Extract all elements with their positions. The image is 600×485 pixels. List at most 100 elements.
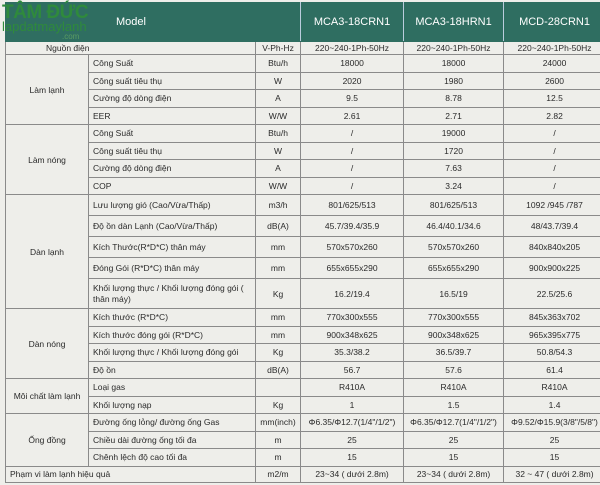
value-cell: 18000 <box>403 54 505 73</box>
value-cell: 1 <box>300 395 405 414</box>
value-cell: 2.82 <box>503 106 600 125</box>
item-label: Kích thước đóng gói (R*D*C) <box>88 325 256 344</box>
value-cell: / <box>503 141 600 160</box>
value-cell: 36.5/39.7 <box>403 343 505 362</box>
value-cell: 61.4 <box>503 360 600 379</box>
table-row: Phạm vi làm lạnh hiệu quả m2/m 23~34 ( dướ… <box>5 465 600 483</box>
unit-cell: Btu/h <box>254 54 302 73</box>
item-label: Công Suất <box>88 124 256 143</box>
value-cell: 220~240-1Ph-50Hz <box>300 41 405 55</box>
value-cell: 25 <box>503 430 600 449</box>
value-cell: 19000 <box>403 124 505 143</box>
value-cell: / <box>300 141 405 160</box>
value-cell: 8.78 <box>403 89 505 108</box>
table-row: Khối lượng thực / Khối lượng đóng gói Kg 3… <box>6 343 600 362</box>
unit-cell: mm <box>254 325 302 344</box>
unit-cell: W/W <box>254 106 302 125</box>
table-row: Kích thước đóng gói (R*D*C) mm 900x348x625… <box>6 325 600 344</box>
item-label: Khối lượng thực / Khối lượng đóng gói ( … <box>88 278 256 309</box>
value-cell: 900x348x625 <box>403 325 505 344</box>
unit-cell: mm(inch) <box>254 413 302 432</box>
value-cell: 1980 <box>403 71 505 90</box>
item-label: Khối lượng nạp <box>88 395 256 414</box>
value-cell: 2600 <box>503 71 600 90</box>
value-cell: / <box>503 159 600 178</box>
table-row: Khối lượng thực / Khối lượng đóng gói ( … <box>6 278 600 309</box>
value-cell: 15 <box>300 448 405 467</box>
value-cell: 56.7 <box>300 360 405 379</box>
unit-cell: m2/m <box>254 465 302 483</box>
value-cell: 801/625/513 <box>300 194 405 216</box>
row-label: Phạm vi làm lạnh hiệu quả <box>5 465 256 483</box>
value-cell: 15 <box>503 448 600 467</box>
table-row: Ống đồng Đường ống lỏng/ đường ống Gas mm(… <box>5 413 600 467</box>
table-row: Dàn nóng Kích thước (R*D*C) mm 770x300x555 7… <box>5 308 600 379</box>
table-row: Kích Thước(R*D*C) thân máy mm 570x570x260 5… <box>6 236 600 258</box>
header-row: Model MCA3-18CRN1 MCA3-18HRN1 MCD-28CRN1 <box>4 2 600 42</box>
unit-cell: m3/h <box>254 194 302 216</box>
value-cell: 220~240-1Ph-50Hz <box>503 41 600 55</box>
logo: TÂM ĐỨC lapdatmaylanh .com <box>2 2 89 41</box>
unit-cell: dB(A) <box>254 360 302 379</box>
unit-cell: W <box>254 71 302 90</box>
value-cell: 24000 <box>503 54 600 73</box>
value-cell: 50.8/54.3 <box>503 343 600 362</box>
table-row: Dàn lạnh Lưu lượng gió (Cao/Vừa/Thấp) m3/h… <box>5 194 600 309</box>
value-cell: 22.5/25.6 <box>503 278 600 309</box>
item-label: Kích thước (R*D*C) <box>88 308 256 327</box>
table-row: Chênh lệch độ cao tối đa m 15 15 15 <box>6 448 600 467</box>
value-cell: 3.24 <box>403 176 505 195</box>
unit-cell: mm <box>254 308 302 327</box>
value-cell: 12.5 <box>503 89 600 108</box>
table-row: Cường độ dòng điện A/7.63/ <box>6 159 600 178</box>
value-cell: 57.6 <box>403 360 505 379</box>
table-row: Công suất tiêu thụ W/1720/ <box>6 141 600 160</box>
unit-cell: Kg <box>254 278 302 309</box>
item-label: Loại gas <box>88 378 256 397</box>
value-cell: Φ6.35/Φ12.7(1/4"/1/2") <box>403 413 505 432</box>
group-label: Dàn nóng <box>5 308 89 379</box>
value-cell: 48/43.7/39.4 <box>503 215 600 237</box>
table-row: Làm lạnh Công Suất Btu/h 18000 18000 24000 <box>5 54 600 125</box>
item-label: Đường ống lỏng/ đường ống Gas <box>88 413 256 432</box>
value-cell: 801/625/513 <box>403 194 505 216</box>
value-cell: 46.4/40.1/34.6 <box>403 215 505 237</box>
item-label: COP <box>88 176 256 195</box>
value-cell: 220~240-1Ph-50Hz <box>403 41 505 55</box>
table-row: Môi chất làm lạnh Loại gas R410A R410A R410A <box>5 378 600 414</box>
item-label: Công suất tiêu thụ <box>88 141 256 160</box>
value-cell: R410A <box>300 378 405 397</box>
value-cell: / <box>503 124 600 143</box>
model-name: MCA3-18HRN1 <box>403 2 505 42</box>
value-cell: 655x655x290 <box>403 257 505 279</box>
unit-cell: m <box>254 448 302 467</box>
unit-cell: Kg <box>254 343 302 362</box>
logo-title: TÂM ĐỨC <box>2 2 89 23</box>
value-cell: 1092 /945 /787 <box>503 194 600 216</box>
item-label: Độ ồn <box>88 360 256 379</box>
value-cell: / <box>300 159 405 178</box>
value-cell: Φ6.35/Φ12.7(1/4"/1/2") <box>300 413 405 432</box>
value-cell: / <box>300 124 405 143</box>
value-cell: 570x570x260 <box>403 236 505 258</box>
value-cell: 35.3/38.2 <box>300 343 405 362</box>
value-cell: 2.61 <box>300 106 405 125</box>
value-cell: 1720 <box>403 141 505 160</box>
value-cell: R410A <box>503 378 600 397</box>
item-label: Đóng Gói (R*D*C) thân máy <box>88 257 256 279</box>
value-cell: 770x300x555 <box>300 308 405 327</box>
item-label: Chiều dài đường ống tối đa <box>88 430 256 449</box>
value-cell: 900x900x225 <box>503 257 600 279</box>
unit-cell <box>254 378 302 397</box>
unit-cell: dB(A) <box>254 215 302 237</box>
group-label: Làm nóng <box>5 124 89 195</box>
group-label: Dàn lạnh <box>5 194 89 309</box>
value-cell: 845x363x702 <box>503 308 600 327</box>
value-cell: 900x348x625 <box>300 325 405 344</box>
model-name: MCD-28CRN1 <box>503 2 600 42</box>
unit-cell: V-Ph-Hz <box>254 41 302 55</box>
value-cell: 9.5 <box>300 89 405 108</box>
item-label: Công Suất <box>88 54 256 73</box>
value-cell: 1.4 <box>503 395 600 414</box>
unit-cell: mm <box>254 257 302 279</box>
